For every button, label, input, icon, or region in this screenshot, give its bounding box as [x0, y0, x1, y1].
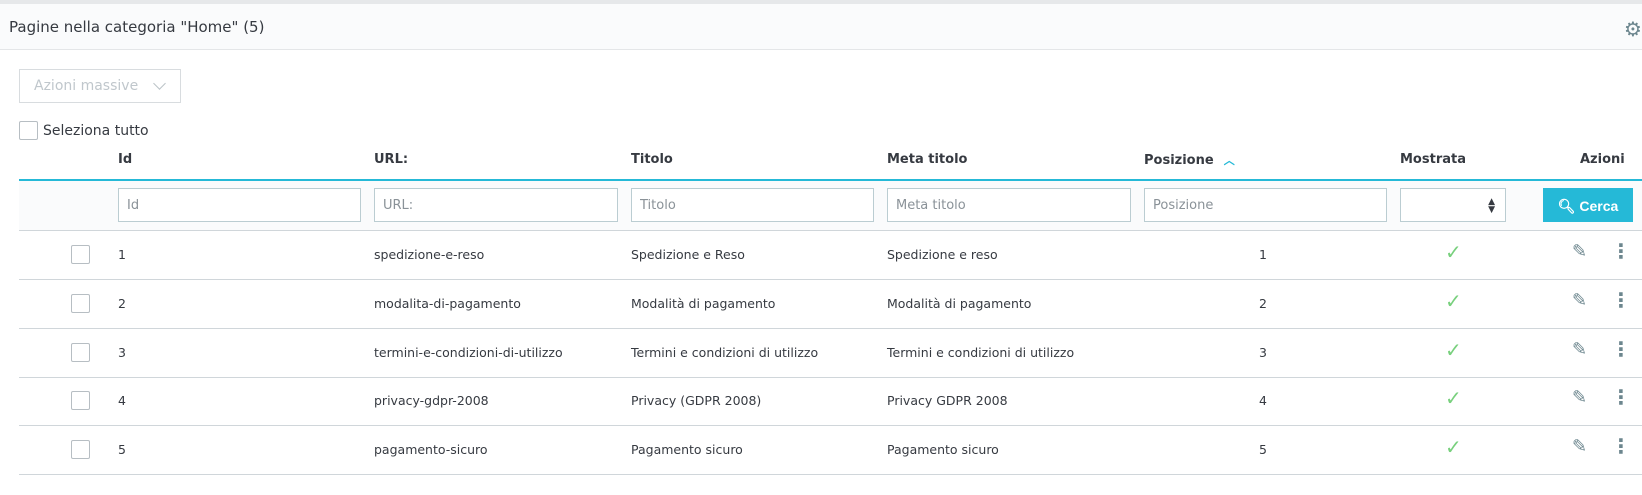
column-header-id[interactable]: Id	[118, 152, 133, 167]
search-button-label: Cerca	[1579, 198, 1619, 214]
table-row: 2 modalita-di-pagamento Modalità di paga…	[19, 280, 1642, 329]
more-actions-icon[interactable]: ⋮	[1611, 434, 1631, 458]
cell-position: 3	[1259, 345, 1267, 360]
edit-icon[interactable]: ✎	[1572, 241, 1588, 262]
table-row: 3 termini-e-condizioni-di-utilizzo Termi…	[19, 329, 1642, 378]
select-arrows-icon: ▲ ▼	[1488, 197, 1495, 215]
more-actions-icon[interactable]: ⋮	[1611, 239, 1631, 263]
panel-title: Pagine nella categoria "Home" (5)	[9, 18, 265, 36]
header-divider	[19, 179, 1642, 181]
check-icon[interactable]: ✓	[1445, 386, 1462, 410]
column-header-actions: Azioni	[1580, 152, 1625, 167]
gear-icon[interactable]: ⚙	[1624, 17, 1642, 41]
check-icon[interactable]: ✓	[1445, 289, 1462, 313]
cell-id: 4	[118, 393, 126, 408]
table-row: 1 spedizione-e-reso Spedizione e Reso Sp…	[19, 231, 1642, 280]
column-header-position-label: Posizione	[1144, 153, 1214, 168]
cell-meta-title: Termini e condizioni di utilizzo	[887, 345, 1075, 360]
cell-id: 5	[118, 442, 126, 457]
search-icon: 🔍︎	[1557, 198, 1576, 214]
filter-title-input[interactable]	[631, 188, 874, 222]
table-row: 5 pagamento-sicuro Pagamento sicuro Paga…	[19, 426, 1642, 475]
chevron-down-icon	[153, 77, 166, 90]
cell-id: 1	[118, 247, 126, 262]
cell-meta-title: Pagamento sicuro	[887, 442, 999, 457]
bulk-actions-label: Azioni massive	[34, 78, 139, 94]
bulk-actions-dropdown[interactable]: Azioni massive	[19, 69, 181, 103]
cell-title: Modalità di pagamento	[631, 296, 776, 311]
column-header-shown[interactable]: Mostrata	[1400, 152, 1466, 167]
cell-position: 2	[1259, 296, 1267, 311]
select-all[interactable]: Seleziona tutto	[19, 121, 149, 140]
search-button[interactable]: 🔍︎ Cerca	[1543, 188, 1633, 222]
column-header-title[interactable]: Titolo	[631, 152, 673, 167]
select-all-label: Seleziona tutto	[43, 122, 149, 139]
filter-position-input[interactable]	[1144, 188, 1387, 222]
row-checkbox[interactable]	[71, 294, 90, 313]
filter-shown-select[interactable]: ▲ ▼	[1400, 188, 1506, 222]
edit-icon[interactable]: ✎	[1572, 436, 1588, 457]
panel-header: Pagine nella categoria "Home" (5) ⚙	[0, 4, 1642, 50]
more-actions-icon[interactable]: ⋮	[1611, 385, 1631, 409]
cell-meta-title: Spedizione e reso	[887, 247, 998, 262]
cell-url: pagamento-sicuro	[374, 442, 488, 457]
cell-id: 2	[118, 296, 126, 311]
cell-title: Termini e condizioni di utilizzo	[631, 345, 819, 360]
check-icon[interactable]: ✓	[1445, 240, 1462, 264]
filter-url-input[interactable]	[374, 188, 618, 222]
cell-position: 1	[1259, 247, 1267, 262]
check-icon[interactable]: ✓	[1445, 338, 1462, 362]
edit-icon[interactable]: ✎	[1572, 290, 1588, 311]
cell-url: termini-e-condizioni-di-utilizzo	[374, 345, 563, 360]
cell-id: 3	[118, 345, 126, 360]
column-header-meta-title[interactable]: Meta titolo	[887, 152, 968, 167]
cell-url: spedizione-e-reso	[374, 247, 485, 262]
more-actions-icon[interactable]: ⋮	[1611, 288, 1631, 312]
cell-title: Privacy (GDPR 2008)	[631, 393, 762, 408]
table-row: 4 privacy-gdpr-2008 Privacy (GDPR 2008) …	[19, 377, 1642, 426]
cell-title: Pagamento sicuro	[631, 442, 743, 457]
cell-meta-title: Modalità di pagamento	[887, 296, 1032, 311]
cell-meta-title: Privacy GDPR 2008	[887, 393, 1008, 408]
more-actions-icon[interactable]: ⋮	[1611, 337, 1631, 361]
edit-icon[interactable]: ✎	[1572, 339, 1588, 360]
sort-ascending-icon[interactable]: ︿	[1223, 154, 1235, 167]
cell-position: 4	[1259, 393, 1267, 408]
edit-icon[interactable]: ✎	[1572, 387, 1588, 408]
column-header-position[interactable]: Posizione ︿	[1144, 152, 1235, 168]
check-icon[interactable]: ✓	[1445, 435, 1462, 459]
cell-url: modalita-di-pagamento	[374, 296, 521, 311]
row-checkbox[interactable]	[71, 391, 90, 410]
row-checkbox[interactable]	[71, 440, 90, 459]
cell-position: 5	[1259, 442, 1267, 457]
cell-title: Spedizione e Reso	[631, 247, 745, 262]
top-strip	[0, 0, 1642, 4]
row-checkbox[interactable]	[71, 343, 90, 362]
select-all-checkbox[interactable]	[19, 121, 38, 140]
filter-meta-title-input[interactable]	[887, 188, 1131, 222]
column-header-url[interactable]: URL:	[374, 152, 409, 167]
cell-url: privacy-gdpr-2008	[374, 393, 489, 408]
row-checkbox[interactable]	[71, 245, 90, 264]
filter-id-input[interactable]	[118, 188, 361, 222]
